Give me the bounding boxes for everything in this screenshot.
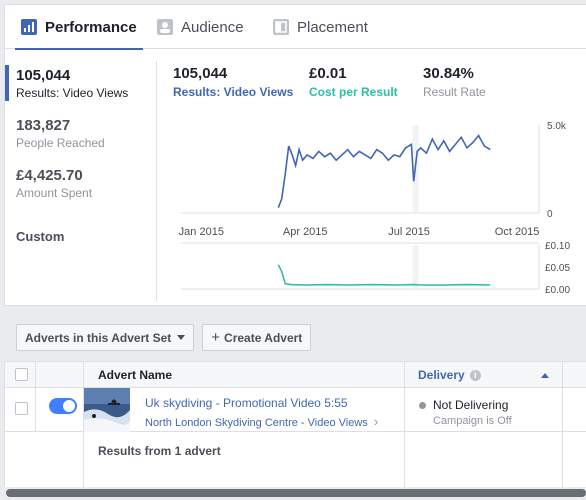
metric-amount-spent[interactable]: £4,425.70 Amount Spent [16,167,92,200]
tab-performance[interactable]: Performance [15,5,143,50]
metric-label: Amount Spent [16,186,93,200]
col-header-delivery-label: Delivery [418,368,465,382]
summary-label: Result Rate [423,85,486,99]
column-divider [35,362,36,432]
custom-metric-button[interactable]: Custom [16,229,65,244]
create-advert-label: Create Advert [224,330,303,345]
y-tick-label: £0.05 [545,263,570,274]
col-header-advert-name[interactable]: Advert Name [98,368,173,382]
scrollbar-thumb[interactable] [6,489,586,497]
advert-name-link[interactable]: Uk skydiving - Promotional Video 5:55 [145,396,348,410]
metric-list: 105,044 Results: Video Views 183,827 Peo… [5,49,155,306]
tab-audience-label: Audience [181,18,244,36]
row-checkbox[interactable] [15,402,28,415]
advert-subtitle-text: North London Skydiving Centre - Video Vi… [145,417,368,429]
summary-cost-per-result: £0.01 Cost per Result [309,65,398,99]
delivery-substatus: Campaign is Off [433,415,512,427]
summary-result-rate: 30.84% Result Rate [423,65,486,99]
series-line-cost-per-result [277,264,491,286]
column-divider [83,362,84,488]
y-tick-label: £0.00 [545,285,570,296]
info-icon: i [469,369,481,381]
metric-value: 183,827 [16,117,71,134]
summary-value: 30.84% [423,65,474,82]
create-advert-button[interactable]: + Create Advert [202,324,312,351]
tab-placement-label: Placement [297,18,368,36]
toggle-knob [63,400,75,412]
placement-icon [273,19,289,35]
caret-down-icon [177,335,186,340]
highlight-band [412,245,419,289]
delivery-status: Not Delivering [419,398,508,412]
audience-icon [157,19,173,35]
metric-video-views[interactable]: 105,044 Results: Video Views [16,67,128,100]
table-row[interactable]: Uk skydiving - Promotional Video 5:55 No… [5,388,586,432]
results-summary: Results from 1 advert [98,444,221,458]
horizontal-scrollbar[interactable] [4,488,586,498]
vertical-divider [156,61,157,301]
column-divider [404,362,405,488]
metric-value: £4,425.70 [16,167,83,184]
summary-value: £0.01 [309,65,347,82]
delivery-status-text: Not Delivering [433,398,509,412]
tab-audience[interactable]: Audience [157,5,244,49]
adverts-dropdown-label: Adverts in this Advert Set [25,330,172,345]
col-header-delivery[interactable]: Delivery i [418,362,549,388]
column-divider [562,362,563,488]
summary-video-views: 105,044 Results: Video Views [173,65,293,99]
series-line-video-views [277,134,491,208]
metric-label: People Reached [16,136,105,150]
sort-up-icon [540,372,549,378]
advert-toolbar: Adverts in this Advert Set + Create Adve… [16,324,319,352]
summary-label: Results: Video Views [173,85,294,99]
adverts-dropdown-button[interactable]: Adverts in this Advert Set [16,324,195,351]
tab-placement[interactable]: Placement [273,5,368,49]
status-dot-icon [419,401,426,409]
adverts-table: Advert Name Delivery i Uk skydiving - Pr… [4,361,586,488]
summary-value: 105,044 [173,65,228,82]
metric-value: 105,044 [16,67,71,84]
tab-active-indicator [15,48,143,50]
plus-icon: + [211,329,221,346]
x-tick-label: Apr 2015 [283,226,328,238]
advert-subtitle-link[interactable]: North London Skydiving Centre - Video Vi… [145,414,378,429]
advert-toggle[interactable] [49,398,77,414]
insights-panel: Performance Audience Placement 105,044 R… [4,4,586,306]
x-tick-label: Jul 2015 [388,226,430,238]
advert-thumbnail[interactable] [84,388,130,432]
x-tick-label: Oct 2015 [495,226,540,238]
performance-chart: 5.0k 0 Jan 2015 Apr 2015 Jul 2015 Oct 2015 £0.… [179,121,571,296]
summary-label: Cost per Result [309,85,398,99]
x-tick-label: Jan 2015 [179,226,224,238]
select-all-checkbox[interactable] [15,368,28,381]
selected-metric-indicator [5,65,9,101]
table-header: Advert Name Delivery i [5,362,586,388]
y-tick-label: 5.0k [547,121,567,132]
insights-tabs: Performance Audience Placement [5,5,586,50]
metric-people-reached[interactable]: 183,827 People Reached [16,117,105,150]
y-tick-label: 0 [547,209,553,220]
y-tick-label: £0.10 [545,241,570,252]
metric-label: Results: Video Views [16,86,129,100]
chevron-right-icon: › [373,414,379,429]
bar-chart-icon [21,19,37,35]
tab-performance-label: Performance [45,18,137,36]
